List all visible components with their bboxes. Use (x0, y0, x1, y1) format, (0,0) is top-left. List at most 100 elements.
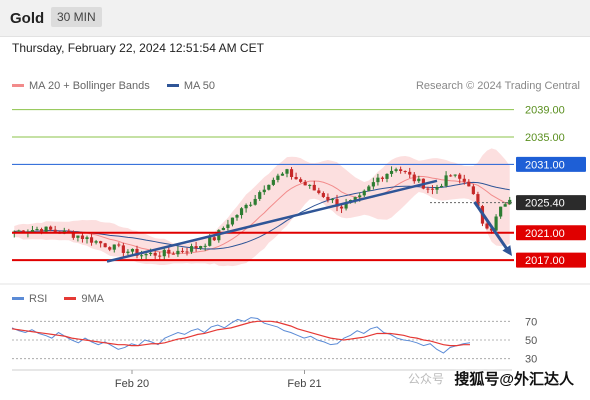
legend-item-ma50: MA 50 (166, 80, 215, 92)
candle-body (108, 247, 112, 250)
support-level-tag-bg (516, 225, 586, 241)
candle-body (121, 245, 125, 253)
candle-body (471, 186, 475, 195)
candle-body (285, 169, 289, 174)
last-price-level-tag-label: 2025.40 (525, 198, 565, 210)
candle-body (30, 230, 35, 232)
bollinger-band (14, 148, 510, 267)
legend-label-9ma: 9MA (81, 293, 105, 305)
legend-item-rsi: RSI (12, 293, 47, 305)
x-tick-label: Feb 21 (287, 378, 321, 390)
candle-body (444, 175, 448, 186)
candle-body (167, 249, 171, 254)
support-level-tag-bg (516, 252, 586, 268)
candle-body (35, 229, 39, 231)
candle-body (358, 195, 362, 198)
candle-body (85, 237, 89, 240)
legend-swatch-ma50 (166, 83, 179, 87)
candle-body (176, 250, 180, 255)
watermark-faint: 公众号 (408, 372, 445, 386)
candle-body (299, 179, 303, 182)
candle-body (180, 250, 185, 252)
candle-body (162, 249, 166, 257)
legend-label-rsi: RSI (29, 293, 48, 305)
rsi-tick-label: 50 (525, 335, 537, 347)
candle-body (199, 246, 203, 249)
candle-body (426, 188, 430, 190)
candle-body (289, 169, 294, 177)
candle-body (435, 187, 439, 190)
candle-body (353, 197, 357, 200)
candle-body (303, 181, 307, 186)
candle-body (399, 169, 403, 171)
candle-body (462, 178, 466, 182)
candle-body (117, 244, 121, 246)
candle-body (508, 199, 512, 205)
candle-body (267, 184, 271, 190)
candle-body (371, 182, 375, 187)
candle-body (412, 174, 416, 182)
candle-body (312, 184, 316, 191)
candle-body (212, 237, 216, 241)
credit-text: Research © 2024 Trading Central (415, 80, 580, 92)
candle-body (239, 208, 244, 216)
candle-body (203, 245, 207, 247)
timeframe-button[interactable]: 30 MIN (51, 7, 102, 27)
candle-body (135, 248, 139, 256)
candle-body (253, 198, 257, 205)
candle-body (226, 224, 230, 228)
candle-body (458, 174, 462, 179)
candle-body (258, 192, 262, 199)
target-level-tag-label: 2035.00 (525, 132, 565, 144)
candle-body (149, 252, 153, 255)
legend-swatch-rsi (12, 296, 24, 300)
target-level-tag-label: 2039.00 (525, 105, 565, 117)
candle-body (44, 226, 48, 232)
rsi-tick-label: 70 (525, 316, 537, 328)
candle-body (276, 175, 280, 180)
forecast-arrow-shaft (473, 201, 511, 253)
candle-body (130, 248, 135, 252)
ma20-line (14, 175, 510, 254)
candle-body (408, 171, 412, 175)
last-price-level-tag-bg (516, 195, 586, 211)
target-level-tag-bg (516, 102, 586, 118)
candle-body (280, 173, 285, 176)
target-level-tag-bg (516, 129, 586, 145)
candle-body (499, 206, 503, 217)
candle-body (362, 190, 366, 196)
target-level-tag: 2039.00 (516, 102, 586, 118)
candle-body (489, 228, 494, 231)
rsi-tick-label: 30 (525, 354, 537, 366)
candle-body (80, 235, 85, 240)
candle-body (185, 251, 189, 253)
candle-body (244, 204, 248, 209)
rsi-ma-line (11, 320, 470, 347)
candle-body (308, 184, 312, 186)
candle-body (326, 196, 330, 201)
support-level-tag: 2017.00 (516, 252, 586, 268)
candle-body (49, 226, 53, 230)
candle-body (53, 229, 57, 232)
candle-body (317, 190, 321, 194)
candle-body (330, 199, 335, 201)
legend-item-ma20: MA 20 + Bollinger Bands (12, 80, 150, 92)
candle-body (430, 188, 435, 190)
candle-body (126, 251, 130, 253)
candle-body (321, 193, 325, 197)
candle-body (112, 244, 116, 250)
candle-body (344, 202, 348, 209)
candle-body (453, 174, 457, 176)
candle-body (485, 223, 489, 229)
trendline (106, 179, 438, 263)
candle-body (335, 199, 339, 207)
price-legend: MA 20 + Bollinger Bands MA 50 (12, 80, 229, 92)
candle-body (394, 169, 398, 171)
candle-body (403, 170, 407, 172)
candle-body (230, 217, 235, 225)
candle-body (39, 229, 44, 232)
legend-item-9ma: 9MA (64, 293, 104, 305)
candle-body (103, 243, 107, 248)
candle-body (271, 179, 275, 185)
